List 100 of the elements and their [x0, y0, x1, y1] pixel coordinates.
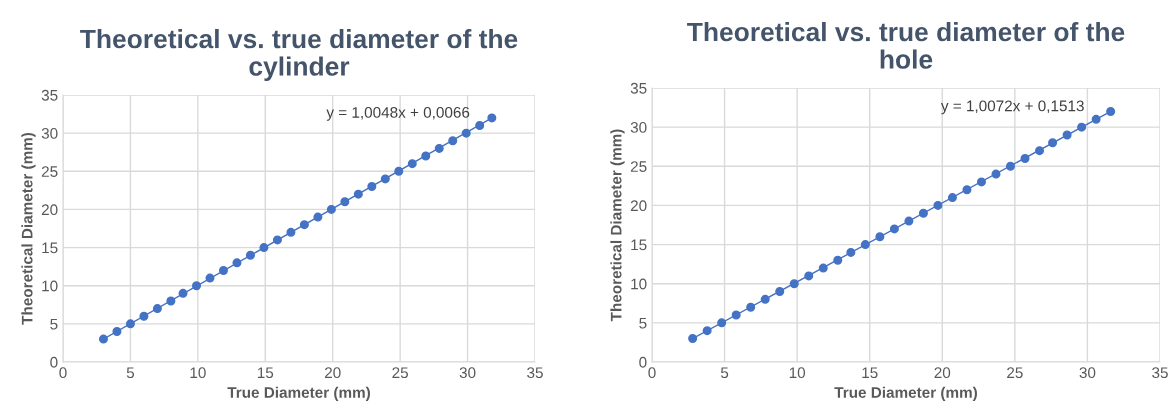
point [818, 263, 828, 273]
x-tick-label: 10 [789, 367, 806, 379]
point [448, 136, 458, 146]
y-tick-label: 25 [41, 166, 58, 177]
x-tick-label: 35 [1152, 367, 1168, 379]
point [976, 177, 986, 187]
x-tick-label: 25 [392, 367, 408, 379]
y-tick-label: 10 [631, 278, 647, 290]
y-tick-label: 15 [631, 239, 647, 251]
point [475, 121, 485, 131]
y-tick-label: 5 [639, 317, 647, 329]
point [487, 113, 497, 123]
x-tick-label: 15 [257, 367, 274, 379]
point [860, 240, 870, 250]
y-tick-label: 20 [630, 200, 647, 212]
point [918, 208, 928, 218]
point [353, 189, 363, 199]
y-tick-label: 35 [630, 82, 647, 94]
point [1062, 130, 1072, 140]
point [889, 224, 899, 234]
point [218, 265, 228, 275]
point [760, 294, 770, 304]
point [461, 128, 471, 138]
y-tick-label: 25 [630, 161, 647, 172]
point [178, 288, 188, 298]
point [394, 166, 404, 176]
x-tick-label: 0 [648, 367, 656, 379]
point [152, 304, 162, 314]
point [340, 197, 350, 207]
x-tick-label: 15 [862, 367, 878, 379]
point [232, 258, 242, 268]
point [1006, 161, 1016, 171]
point [1091, 114, 1101, 124]
point [1020, 153, 1030, 163]
point [1035, 146, 1045, 156]
point [731, 310, 741, 320]
point [367, 182, 377, 192]
point [205, 273, 215, 283]
point [947, 193, 957, 203]
point [192, 281, 202, 291]
x-axis-title: True Diameter (mm) [227, 386, 370, 401]
point [434, 143, 444, 153]
point [112, 326, 122, 336]
y-tick-label: 5 [50, 318, 58, 330]
point [259, 243, 269, 253]
y-tick-label: 0 [50, 356, 58, 368]
point [933, 200, 943, 210]
y-tick-label: 10 [42, 280, 58, 292]
x-tick-label: 10 [190, 367, 206, 379]
point [421, 151, 431, 161]
x-tick-label: 30 [459, 367, 476, 379]
point [326, 204, 336, 214]
point [875, 232, 885, 242]
y-axis-title: Theoretical Diameter (mm) [21, 132, 36, 325]
point [1077, 122, 1087, 132]
point [789, 279, 799, 289]
point [702, 326, 712, 336]
x-tick-label: 0 [59, 367, 67, 379]
annotation: y = 1,0048x + 0,0066 [326, 106, 470, 121]
x-tick-label: 5 [126, 367, 135, 379]
y-tick-label: 30 [630, 122, 647, 133]
point [380, 174, 390, 184]
x-tick-label: 30 [1079, 367, 1096, 379]
chart-title: Theoretical vs. true diameter of the cylinder [80, 28, 518, 82]
point [313, 212, 323, 222]
chart-title: Theoretical vs. true diameter of the hole [687, 21, 1125, 69]
point [962, 185, 972, 195]
point [407, 159, 417, 169]
point [98, 334, 108, 344]
y-tick-label: 35 [41, 89, 58, 101]
point [1048, 138, 1058, 148]
point [833, 255, 843, 265]
x-tick-label: 35 [527, 367, 543, 379]
point [125, 319, 135, 329]
x-tick-label: 25 [1007, 367, 1023, 379]
point [1106, 106, 1116, 116]
point [804, 271, 814, 281]
point [166, 296, 176, 306]
y-tick-label: 20 [41, 204, 58, 216]
x-tick-label: 20 [934, 367, 951, 379]
y-axis-title: Theoretical Diameter (mm) [610, 129, 625, 322]
point [746, 302, 756, 312]
point [991, 169, 1001, 179]
point [286, 227, 296, 237]
x-axis-title: True Diameter (mm) [834, 386, 977, 401]
point [717, 318, 727, 328]
annotation: y = 1,0072x + 0,1513 [940, 100, 1084, 115]
y-tick-label: 30 [41, 128, 58, 139]
x-tick-label: 5 [720, 367, 729, 379]
y-tick-label: 0 [639, 356, 647, 368]
point [272, 235, 282, 245]
y-tick-label: 15 [42, 242, 58, 254]
point [688, 334, 698, 344]
point [775, 287, 785, 297]
point [139, 311, 149, 321]
point [245, 250, 255, 260]
point [904, 216, 914, 226]
point [299, 220, 309, 230]
point [846, 247, 856, 257]
x-tick-label: 20 [324, 367, 341, 379]
